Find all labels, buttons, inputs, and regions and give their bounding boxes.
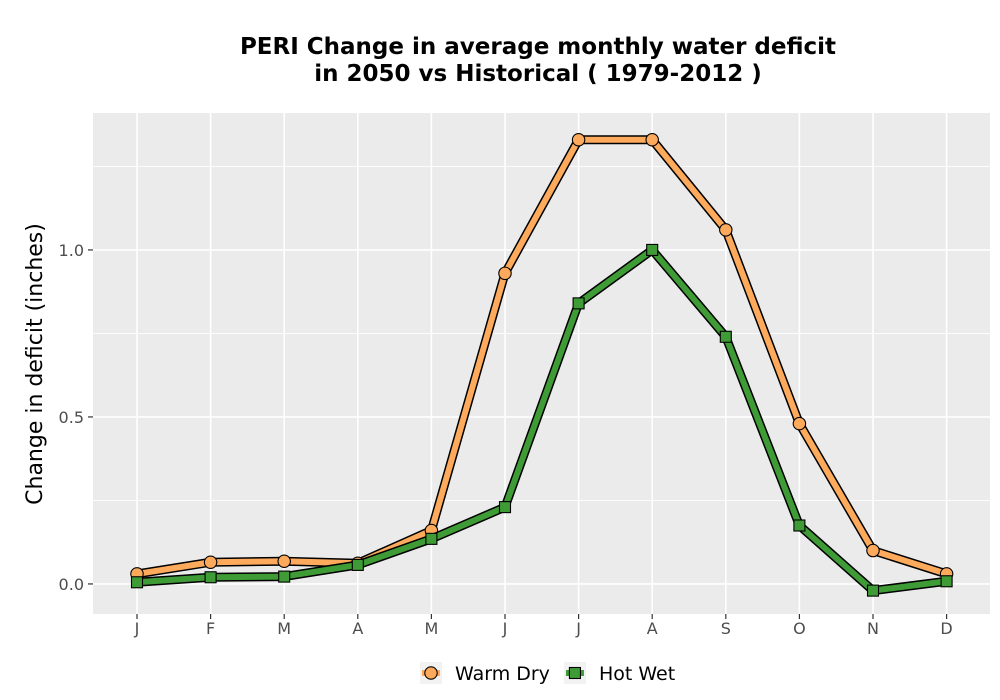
x-tick-label: O [793,619,806,638]
chart-title-line-1: PERI Change in average monthly water def… [240,34,836,60]
x-tick-label: N [867,619,879,638]
data-point [719,223,733,237]
chart-title: PERI Change in average monthly water def… [240,34,836,87]
y-tick-label: 0.5 [59,408,84,427]
x-tick-label: J [134,619,140,638]
data-point [203,555,218,569]
series-layer [130,132,954,597]
x-tick-label: A [647,619,658,638]
series-line [134,136,950,577]
plot-panel [93,113,990,614]
data-point [130,576,144,589]
chart-title-line-2: in 2050 vs Historical ( 1979-2012 ) [314,61,761,87]
legend: Warm Dry Hot Wet [420,662,675,685]
data-point [792,416,807,431]
data-point [351,558,364,571]
data-point [498,266,512,281]
data-point [645,132,659,147]
y-axis-title: Change in deficit (inches) [23,223,48,505]
legend-label: Warm Dry [455,663,550,685]
data-point [204,571,217,584]
x-tick-label: M [277,619,291,638]
data-point [866,584,880,597]
legend-label: Hot Wet [599,663,675,685]
x-tick-label: F [206,619,215,638]
data-point [866,543,880,558]
y-tick-label: 0.0 [59,575,84,594]
x-tick-label: J [502,619,508,638]
data-point [277,554,291,568]
x-tick-label: A [352,619,363,638]
data-point [719,330,732,343]
series-line [134,246,950,594]
y-axis-ticks: 0.0 0.5 1.0 [59,241,93,594]
data-point [646,243,659,256]
data-point [498,501,512,514]
legend-marker [568,666,581,680]
data-point [572,297,585,310]
data-point [571,132,586,147]
x-tick-label: S [721,619,731,638]
x-tick-label: D [940,619,952,638]
y-tick-label: 1.0 [59,241,84,260]
x-tick-label: J [575,619,581,638]
data-point [940,575,953,588]
data-point [278,570,291,583]
legend-marker [424,666,438,680]
data-point [425,532,438,545]
data-point [793,519,806,532]
x-tick-label: M [424,619,438,638]
